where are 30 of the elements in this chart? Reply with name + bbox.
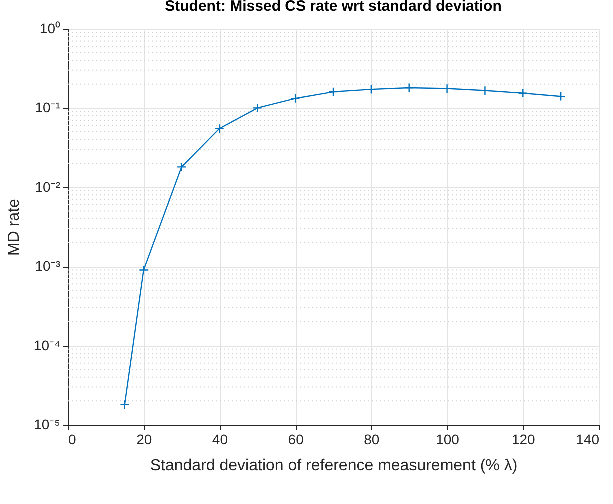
x-tick-label: 40 bbox=[212, 432, 228, 448]
point bbox=[366, 84, 376, 94]
point bbox=[480, 86, 490, 96]
point bbox=[442, 84, 452, 94]
point bbox=[214, 124, 224, 134]
x-tick-label: 0 bbox=[68, 432, 76, 448]
y-tick-label: 10⁻⁴ bbox=[34, 337, 60, 354]
point bbox=[290, 94, 300, 104]
point bbox=[120, 400, 130, 410]
point bbox=[556, 92, 566, 102]
point bbox=[518, 88, 528, 98]
point bbox=[139, 265, 149, 276]
x-axis-title: Standard deviation of reference measurement (% λ) bbox=[150, 458, 518, 474]
y-tick-label: 10⁰ bbox=[40, 20, 60, 36]
point bbox=[404, 83, 414, 93]
y-axis-title: MD rate bbox=[6, 198, 23, 256]
y-tick-label: 10⁻¹ bbox=[35, 100, 61, 116]
point bbox=[252, 103, 262, 113]
point bbox=[177, 162, 187, 172]
x-tick-label: 80 bbox=[364, 432, 380, 448]
x-tick-label: 140 bbox=[576, 432, 600, 448]
y-tick-label: 10⁻⁵ bbox=[34, 416, 60, 432]
chart-title: Student: Missed CS rate wrt standard deviation bbox=[165, 0, 502, 15]
x-tick-label: 100 bbox=[436, 432, 460, 448]
y-tick-label: 10⁻² bbox=[35, 178, 61, 195]
x-tick-label: 20 bbox=[136, 432, 152, 448]
x-tick-label: 120 bbox=[512, 432, 536, 448]
point bbox=[328, 87, 338, 97]
x-tick-label: 60 bbox=[288, 432, 304, 448]
y-tick-label: 10⁻³ bbox=[35, 258, 61, 274]
